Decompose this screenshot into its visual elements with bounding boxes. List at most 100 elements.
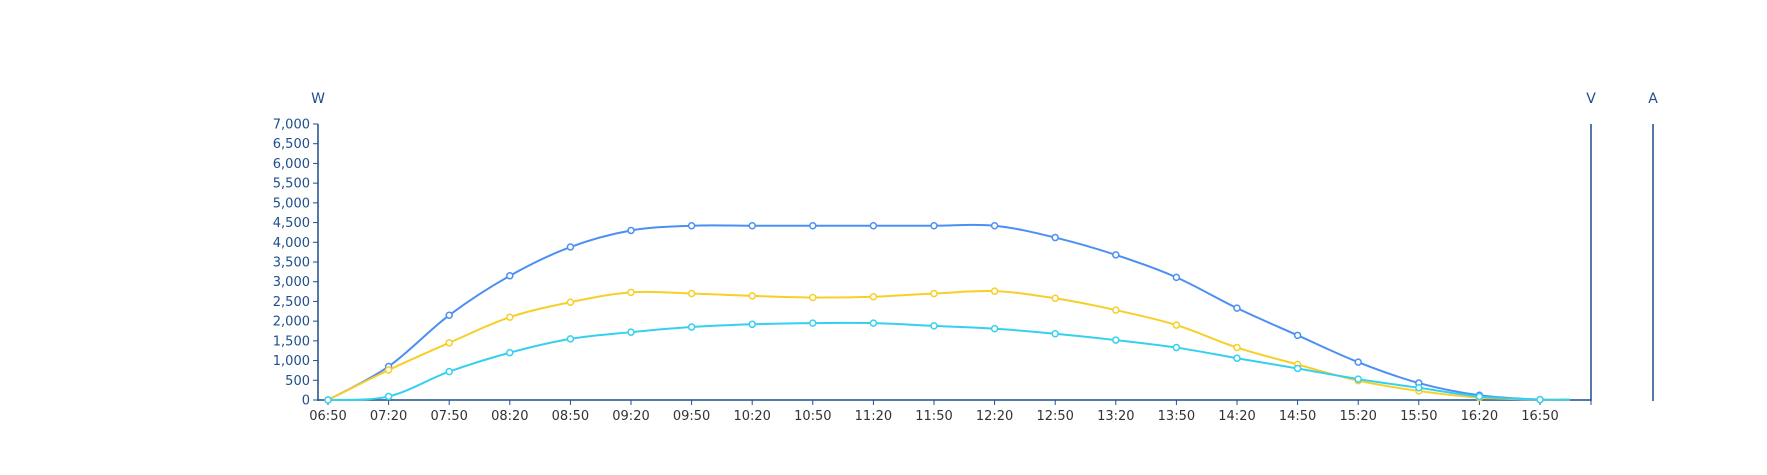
x-tick-label: 15:50 [1400,409,1437,424]
data-point[interactable] [384,392,393,401]
y-tick-label: 1,500 [273,334,310,349]
series-line [327,223,1571,401]
data-point[interactable] [809,319,817,327]
x-tick-label: 11:20 [855,409,892,424]
data-point[interactable] [1112,251,1120,259]
y-tick-label: 2,000 [273,315,310,330]
series-1 [324,221,1571,404]
data-point[interactable] [1475,392,1484,401]
data-point[interactable] [1536,395,1544,404]
y-tick-label: 2,500 [273,295,310,310]
x-tick-label: 09:50 [673,409,710,424]
data-point[interactable] [506,313,514,321]
x-tick-label: 14:20 [1218,409,1255,424]
data-point[interactable] [1233,304,1241,312]
data-point[interactable] [748,221,756,230]
y-tick-label: 5,000 [273,196,310,211]
data-point[interactable] [445,367,453,376]
data-point[interactable] [627,226,635,235]
x-tick-label: 07:50 [430,409,467,424]
x-tick-label: 06:50 [309,409,346,424]
x-tick-label: 16:20 [1461,409,1498,424]
x-tick-label: 08:20 [491,409,528,424]
series-group [324,221,1571,404]
x-tick-label: 07:20 [370,409,407,424]
x-tick-label: 12:20 [976,409,1013,424]
y-tick-label: 0 [302,394,310,409]
data-point[interactable] [687,221,696,230]
data-point[interactable] [869,221,878,230]
data-point[interactable] [748,320,756,329]
data-point[interactable] [566,243,575,251]
data-point[interactable] [384,366,393,374]
data-point[interactable] [566,298,575,306]
x-tick-label: 08:50 [552,409,589,424]
x-tick-label: 11:50 [915,409,952,424]
data-point[interactable] [445,311,453,319]
x-tick-label: 13:20 [1097,409,1134,424]
x-tick-label: 10:50 [794,409,831,424]
y-tick-label: 4,500 [273,216,310,231]
data-point[interactable] [1354,358,1362,366]
y-tick-label: 3,000 [273,275,310,290]
data-point[interactable] [1172,343,1181,352]
data-point[interactable] [1293,364,1302,373]
y-tick-label: 7,000 [273,118,310,133]
data-point[interactable] [445,339,453,347]
x-tick-label: 14:50 [1279,409,1316,424]
data-point[interactable] [1233,343,1241,352]
data-point[interactable] [809,221,817,230]
data-point[interactable] [1112,336,1120,344]
x-tick-label: 16:50 [1521,409,1558,424]
y-tick-label: 500 [285,374,310,389]
data-point[interactable] [1051,294,1059,303]
series-2 [324,287,1571,404]
data-point[interactable] [1293,331,1302,340]
data-point[interactable] [627,328,635,336]
data-point[interactable] [1112,306,1120,314]
y-tick-label: 6,000 [273,157,310,172]
y-tick-label: 3,500 [273,256,310,271]
data-point[interactable] [990,287,999,295]
data-point[interactable] [990,221,999,230]
x-tick-label: 09:20 [612,409,649,424]
x-ticks: 06:50 07:20 07:50 08:20 08:50 09:20 09:50 10:20… [309,400,1592,424]
data-point[interactable] [869,319,878,327]
data-point[interactable] [1415,384,1423,392]
x-tick-label: 13:50 [1158,409,1195,424]
data-point[interactable] [748,292,756,300]
data-point[interactable] [1051,330,1059,338]
data-point[interactable] [809,293,817,302]
left-axis-unit: W [311,91,325,107]
right-axis-unit-v: V [1586,91,1596,107]
data-point[interactable] [687,323,696,331]
x-tick-label: 10:20 [733,409,770,424]
series-3 [324,319,1571,404]
x-tick-label: 15:20 [1339,409,1376,424]
data-point[interactable] [869,292,878,301]
data-point[interactable] [324,396,332,404]
data-point[interactable] [687,289,696,298]
data-point[interactable] [990,324,999,333]
data-point[interactable] [627,288,635,297]
y-tick-label: 1,000 [273,354,310,369]
y-tick-label: 4,000 [273,236,310,251]
data-point[interactable] [1172,321,1181,329]
data-point[interactable] [1051,233,1059,242]
right-axis-unit-a: A [1648,91,1658,107]
data-point[interactable] [930,289,938,298]
y-tick-label: 6,500 [273,137,310,152]
series-line [327,290,1571,401]
data-point[interactable] [506,348,514,357]
y-ticks: 0 500 1,000 1,500 2,000 2,500 3,000 3,500 4,000 4… [273,118,318,409]
y-tick-label: 5,500 [273,177,310,192]
data-point[interactable] [1172,273,1181,282]
data-point[interactable] [566,335,575,343]
data-point[interactable] [1354,375,1362,383]
data-point[interactable] [506,272,514,280]
data-point[interactable] [930,322,938,330]
series-line [327,321,1571,401]
data-point[interactable] [1233,354,1241,362]
data-point[interactable] [930,221,938,230]
